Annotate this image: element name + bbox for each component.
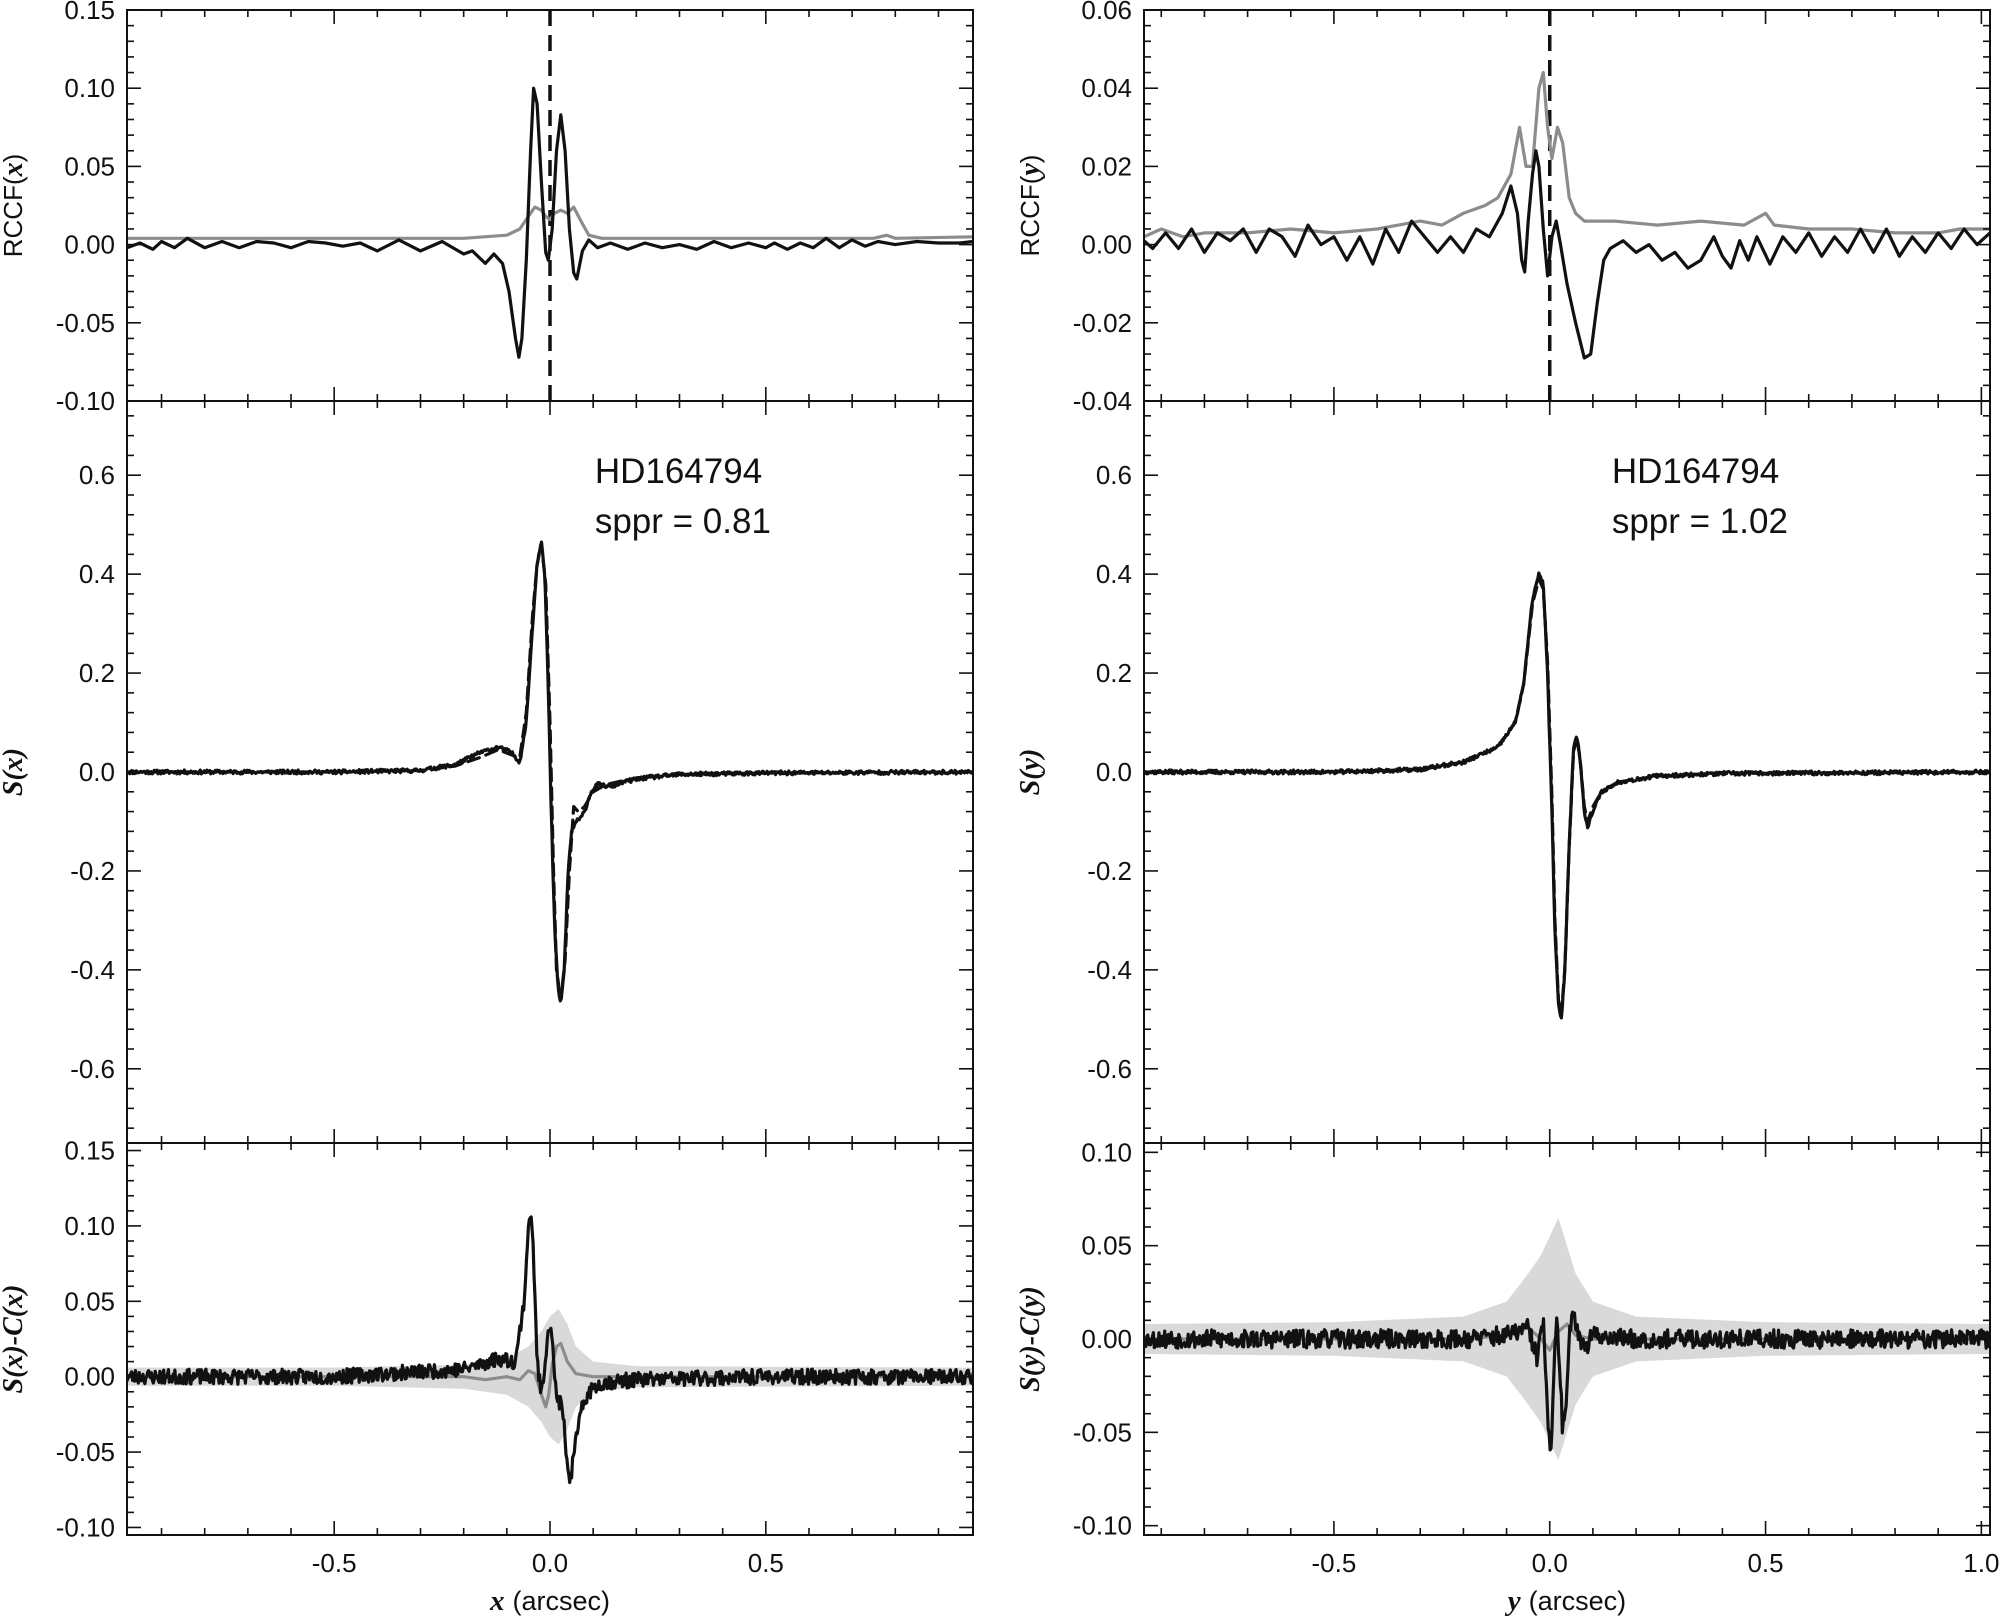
- y-tick-label: 0.6: [1096, 460, 1132, 490]
- series-black-line: [1144, 1310, 1990, 1452]
- y-tick-label: -0.04: [1073, 386, 1132, 416]
- right-s-panel: -0.6 -0.4 -0.2 0.0 0.2 0.4 0.6 S(y) HD164794 sppr…: [1015, 400, 1991, 1144]
- x-tick-label: 0.0: [532, 1548, 568, 1578]
- left-s-panel: -0.6 -0.4 -0.2 0.0 0.2 0.4 0.6 S(x) HD164794 sppr…: [0, 400, 974, 1144]
- y-axis-label: RCCF(y): [1015, 155, 1046, 257]
- y-axis-label: S(y): [1015, 749, 1046, 796]
- y-tick-label: 0.10: [64, 73, 115, 103]
- y-tick-label: 0.05: [64, 1286, 115, 1316]
- y-axis-label: S(x): [0, 748, 29, 796]
- y-axis-label: S(y)-C(y): [1015, 1286, 1046, 1392]
- plot-area: [1144, 10, 1990, 401]
- y-tick-label: -0.05: [56, 1437, 115, 1467]
- y-tick-label: -0.6: [1087, 1054, 1132, 1084]
- y-tick-label: 0.2: [1096, 658, 1132, 688]
- y-tick-label: -0.10: [56, 386, 115, 416]
- y-tick-label: 0.10: [1081, 1137, 1132, 1167]
- y-tick-label: -0.02: [1073, 308, 1132, 338]
- plot-area: [127, 1215, 973, 1485]
- left-column: -0.10-0.050.000.050.100.15RCCF(x)-0.6-0.…: [0, 0, 974, 1617]
- y-tick-label: 0.00: [1081, 1324, 1132, 1354]
- right-resid-panel: -0.10 -0.05 0.00 0.05 0.10 S(y)-C(y): [1015, 1137, 1991, 1541]
- series-black-line: [1144, 149, 1990, 360]
- y-tick-label: 0.4: [1096, 559, 1132, 589]
- y-tick-label: 0.6: [79, 460, 115, 490]
- uncertainty-band: [1144, 1218, 1990, 1460]
- y-tick-label: -0.4: [70, 955, 115, 985]
- series-gray-line: [1144, 71, 1990, 239]
- y-tick-label: -0.05: [56, 308, 115, 338]
- y-tick-label: 0.00: [64, 230, 115, 260]
- series-black-line: [127, 1215, 973, 1485]
- sppr-label: sppr = 1.02: [1612, 502, 1788, 541]
- plot-area: [1144, 571, 1990, 1020]
- y-tick-label: -0.6: [70, 1054, 115, 1084]
- y-tick-label: 0.05: [1081, 1231, 1132, 1261]
- series-black-line: [1144, 571, 1990, 1020]
- star-name-label: HD164794: [1612, 452, 1779, 491]
- star-name-label: HD164794: [595, 452, 762, 491]
- x-tick-label: 1.0: [1963, 1548, 1999, 1578]
- y-tick-label: 0.00: [1081, 230, 1132, 260]
- y-tick-label: 0.02: [1081, 151, 1132, 181]
- y-tick-label: 0.15: [64, 1136, 115, 1166]
- plot-area: [127, 540, 973, 1003]
- y-tick-label: 0.0: [1096, 757, 1132, 787]
- left-resid-panel: -0.10 -0.05 0.00 0.05 0.10 0.15 S(x)-C(x): [0, 1136, 974, 1542]
- y-tick-label: -0.4: [1087, 955, 1132, 985]
- y-tick-label: -0.2: [1087, 856, 1132, 886]
- series-black-line: [127, 540, 973, 1003]
- sppr-label: sppr = 0.81: [595, 502, 771, 541]
- y-tick-label: 0.15: [64, 0, 115, 25]
- plot-area: [127, 10, 973, 401]
- x-axis-label: x (arcsec): [489, 1585, 610, 1617]
- left-rccf-panel: -0.10 -0.05 0.00 0.05 0.10 0.15 RCCF(x): [0, 0, 974, 416]
- series-gray-line: [127, 1341, 973, 1409]
- panel-frame: [1143, 9, 1991, 402]
- y-tick-label: 0.2: [79, 658, 115, 688]
- y-tick-label: 0.04: [1081, 73, 1132, 103]
- y-axis-label: RCCF(x): [0, 154, 29, 258]
- x-tick-label: 0.5: [1747, 1548, 1783, 1578]
- y-tick-label: 0.06: [1081, 0, 1132, 25]
- right-column: -0.04-0.020.000.020.040.06RCCF(y)-0.6-0.…: [1015, 0, 1999, 1617]
- plot-area: [1144, 1218, 1990, 1460]
- x-tick-label: 0.5: [748, 1548, 784, 1578]
- y-tick-label: -0.2: [70, 856, 115, 886]
- x-axis-label: y (arcsec): [1505, 1585, 1626, 1617]
- y-tick-label: 0.10: [64, 1211, 115, 1241]
- y-tick-label: 0.00: [64, 1362, 115, 1392]
- series-black-line: [127, 86, 973, 359]
- x-tick-label: -0.5: [1312, 1548, 1357, 1578]
- y-tick-label: 0.0: [79, 757, 115, 787]
- right-rccf-panel: -0.04 -0.02 0.00 0.02 0.04 0.06 RCCF(y): [1015, 0, 1991, 416]
- y-tick-label: 0.4: [79, 559, 115, 589]
- y-tick-label: -0.05: [1073, 1417, 1132, 1447]
- y-tick-label: -0.10: [56, 1512, 115, 1542]
- y-tick-label: -0.10: [1073, 1511, 1132, 1541]
- x-tick-label: -0.5: [312, 1548, 357, 1578]
- x-tick-label: 0.0: [1532, 1548, 1568, 1578]
- y-tick-label: 0.05: [64, 151, 115, 181]
- y-axis-label: S(x)-C(x): [0, 1285, 29, 1394]
